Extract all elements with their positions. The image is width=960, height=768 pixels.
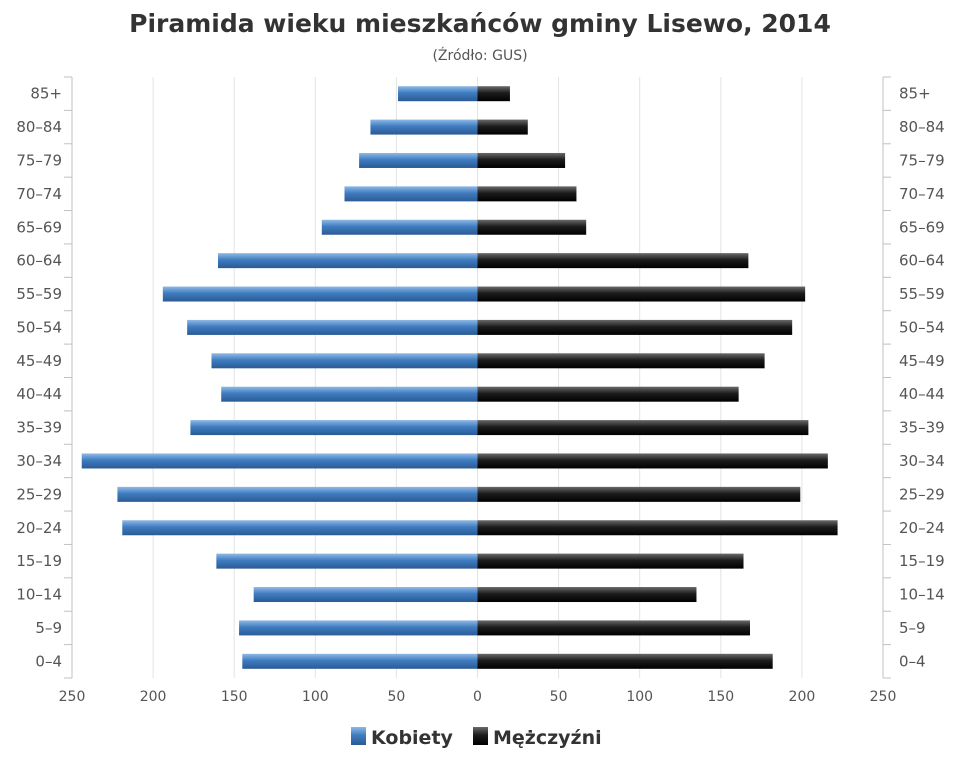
category-label-right: 0–4 [899, 652, 926, 670]
bar-kobiety [211, 353, 478, 369]
bar-kobiety [398, 86, 478, 102]
bars [81, 86, 838, 669]
category-label-right: 25–29 [899, 485, 945, 503]
category-label-right: 85+ [899, 85, 931, 103]
bar-mezczyzni [477, 520, 838, 536]
category-label-right: 30–34 [899, 452, 945, 470]
bar-kobiety [344, 186, 478, 202]
legend-swatch [473, 727, 488, 745]
bar-mezczyzni [477, 420, 809, 436]
bar-mezczyzni [477, 386, 739, 402]
category-label-right: 40–44 [899, 385, 945, 403]
category-label-left: 60–64 [16, 252, 62, 270]
category-label-left: 25–29 [16, 485, 62, 503]
category-label-left: 50–54 [16, 318, 62, 336]
bar-mezczyzni [477, 353, 765, 369]
bar-mezczyzni [477, 653, 773, 669]
category-label-left: 0–4 [35, 652, 62, 670]
category-label-right: 65–69 [899, 218, 945, 236]
category-label-left: 10–14 [16, 586, 62, 604]
bar-kobiety [239, 620, 478, 636]
category-label-left: 70–74 [16, 185, 62, 203]
category-label-left: 55–59 [16, 285, 62, 303]
category-label-left: 75–79 [16, 151, 62, 169]
bar-mezczyzni [477, 620, 750, 636]
x-tick-label: 200 [789, 689, 816, 705]
bar-kobiety [216, 553, 478, 569]
bar-mezczyzni [477, 152, 566, 168]
bar-kobiety [81, 453, 478, 469]
category-label-left: 20–24 [16, 519, 62, 537]
axes [64, 76, 891, 679]
category-label-right: 60–64 [899, 252, 945, 270]
bar-kobiety [217, 253, 478, 269]
legend-item-kobiety[interactable]: Kobiety [351, 727, 454, 749]
bar-mezczyzni [477, 453, 828, 469]
legend-label: Kobiety [371, 727, 454, 749]
x-tick-label: 250 [870, 689, 897, 705]
x-tick-label: 200 [140, 689, 167, 705]
category-label-right: 50–54 [899, 318, 945, 336]
category-label-left: 15–19 [16, 552, 62, 570]
x-tick-label: 250 [59, 689, 86, 705]
bar-kobiety [321, 219, 478, 235]
bar-kobiety [242, 653, 478, 669]
category-label-right: 5–9 [899, 619, 926, 637]
chart-title: Piramida wieku mieszkańców gminy Lisewo,… [129, 9, 831, 38]
bar-mezczyzni [477, 553, 744, 569]
category-labels: 0–4 0–4 5–9 5–9 10–14 10–14 15–19 15–19 20–24 20–… [16, 85, 944, 671]
x-tick-label: 50 [550, 689, 568, 705]
bar-kobiety [117, 486, 478, 502]
bar-kobiety [370, 119, 478, 135]
chart-subtitle: (Źródło: GUS) [432, 46, 527, 64]
bar-kobiety [187, 319, 478, 335]
legend: Kobiety Mężczyźni [351, 727, 602, 749]
category-label-left: 30–34 [16, 452, 62, 470]
bar-kobiety [190, 420, 478, 436]
x-tick-label: 50 [387, 689, 405, 705]
category-label-left: 65–69 [16, 218, 62, 236]
legend-item-mezczyzni[interactable]: Mężczyźni [473, 727, 602, 749]
bar-mezczyzni [477, 587, 697, 603]
bar-mezczyzni [477, 119, 528, 135]
category-label-right: 70–74 [899, 185, 945, 203]
x-tick-label: 150 [221, 689, 248, 705]
category-label-left: 40–44 [16, 385, 62, 403]
bar-mezczyzni [477, 253, 749, 269]
x-tick-labels: 250 200 150 100 50 0 50 100 150 200 250 [59, 689, 897, 705]
bar-kobiety [122, 520, 478, 536]
bar-kobiety [359, 152, 478, 168]
category-label-right: 10–14 [899, 586, 945, 604]
category-label-left: 45–49 [16, 352, 62, 370]
bar-mezczyzni [477, 319, 793, 335]
bar-mezczyzni [477, 286, 806, 302]
bar-mezczyzni [477, 219, 587, 235]
bar-kobiety [253, 587, 478, 603]
legend-label: Mężczyźni [493, 727, 602, 749]
x-tick-label: 0 [473, 689, 482, 705]
x-tick-label: 100 [626, 689, 653, 705]
category-label-right: 15–19 [899, 552, 945, 570]
bar-mezczyzni [477, 486, 801, 502]
category-label-right: 45–49 [899, 352, 945, 370]
category-label-left: 5–9 [35, 619, 62, 637]
x-tick-label: 150 [707, 689, 734, 705]
category-label-right: 20–24 [899, 519, 945, 537]
category-label-right: 35–39 [899, 419, 945, 437]
bar-kobiety [221, 386, 478, 402]
category-label-left: 80–84 [16, 118, 62, 136]
bar-mezczyzni [477, 186, 577, 202]
category-label-right: 75–79 [899, 151, 945, 169]
legend-swatch [351, 727, 366, 745]
bar-mezczyzni [477, 86, 510, 102]
bar-kobiety [162, 286, 478, 302]
category-label-right: 55–59 [899, 285, 945, 303]
x-tick-label: 100 [302, 689, 329, 705]
category-label-left: 35–39 [16, 419, 62, 437]
category-label-left: 85+ [30, 85, 62, 103]
category-label-right: 80–84 [899, 118, 945, 136]
